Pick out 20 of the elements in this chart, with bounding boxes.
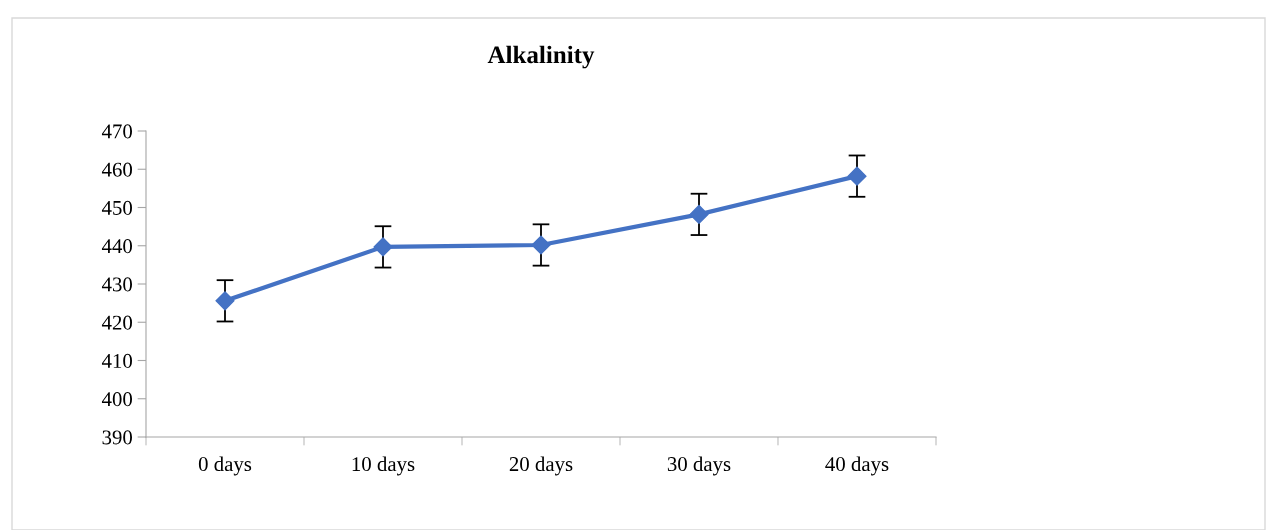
y-tick-label: 410: [101, 353, 133, 368]
y-tick-label: 440: [101, 239, 133, 254]
x-tick-label: 20 days: [509, 456, 573, 476]
y-tick-label: 400: [101, 392, 133, 407]
point: [847, 166, 867, 186]
x-tick-label: 30 days: [667, 456, 731, 476]
point: [215, 291, 235, 311]
y-tick-label: 460: [101, 162, 133, 177]
y-tick-label: 390: [102, 430, 133, 445]
y-tick-label: 450: [101, 200, 133, 215]
y-tick-label: 420: [101, 315, 133, 330]
y-tick-label: 430: [101, 277, 133, 292]
x-tick-label: 0 days: [198, 456, 252, 476]
x-tick-label: 10 days: [352, 456, 415, 476]
point: [689, 204, 709, 224]
x-tick-label: 40 days: [825, 456, 889, 476]
chart-title: Alkalinity: [487, 45, 595, 69]
point: [373, 237, 393, 257]
point: [531, 235, 551, 255]
y-tick-label: 470: [101, 124, 133, 139]
